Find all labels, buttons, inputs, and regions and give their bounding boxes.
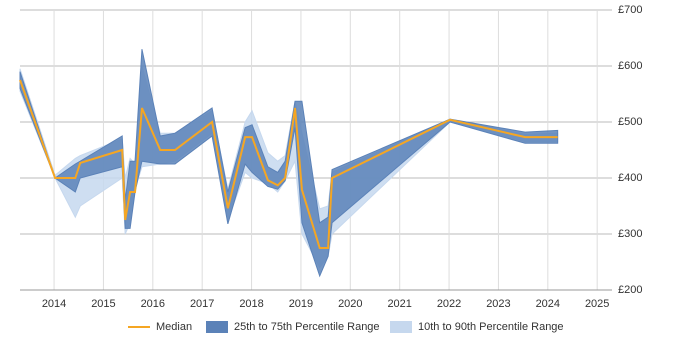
legend-label: 25th to 75th Percentile Range <box>234 321 380 333</box>
x-tick-label: 2018 <box>239 298 263 310</box>
band <box>19 49 559 278</box>
legend-swatch <box>390 321 412 333</box>
x-tick-label: 2019 <box>289 298 313 310</box>
x-tick-label: 2021 <box>387 298 411 310</box>
median-line <box>19 79 558 249</box>
y-tick-label: £700 <box>618 4 642 16</box>
x-tick-label: 2020 <box>338 298 362 310</box>
legend-label: Median <box>156 321 192 333</box>
y-tick-label: £200 <box>618 284 642 296</box>
y-tick-label: £300 <box>618 228 642 240</box>
x-tick-label: 2024 <box>536 298 560 310</box>
x-tick-label: 2017 <box>190 298 214 310</box>
legend-swatch <box>206 321 228 333</box>
y-tick-label: £600 <box>618 60 642 72</box>
y-tick-label: £500 <box>618 116 642 128</box>
x-tick-label: 2015 <box>91 298 115 310</box>
x-tick-label: 2023 <box>486 298 510 310</box>
x-tick-label: 2016 <box>141 298 165 310</box>
x-tick-label: 2025 <box>585 298 609 310</box>
y-tick-label: £400 <box>618 172 642 184</box>
legend-label: 10th to 90th Percentile Range <box>418 321 564 333</box>
x-tick-label: 2022 <box>437 298 461 310</box>
x-tick-label: 2014 <box>42 298 66 310</box>
